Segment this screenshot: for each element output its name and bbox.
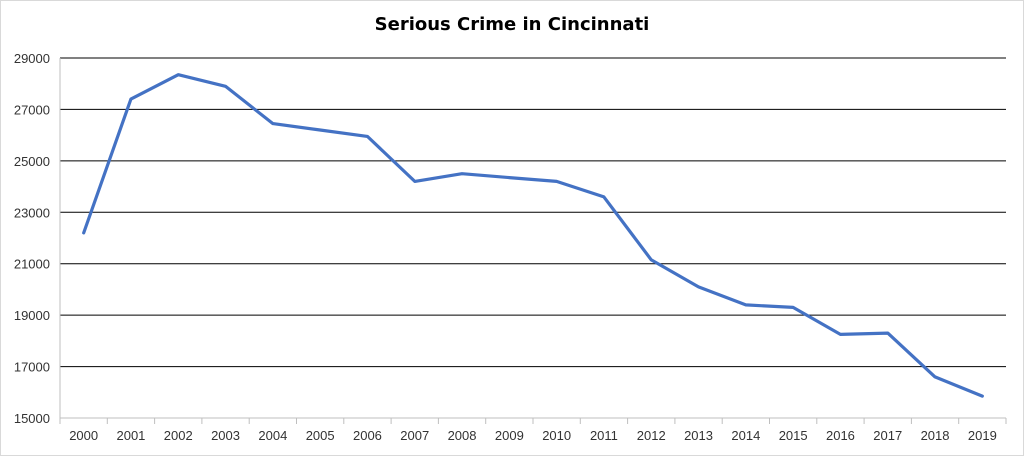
data-point (271, 122, 275, 125)
gridlines (60, 57, 1006, 368)
x-tick-label: 2005 (306, 428, 335, 443)
x-tick-label: 2013 (684, 428, 713, 443)
data-point (82, 231, 85, 235)
x-tick-label: 2010 (542, 428, 571, 443)
x-tick-label: 2008 (448, 428, 477, 443)
data-point (791, 306, 795, 309)
y-tick-label: 29000 (14, 51, 50, 66)
x-tick-label: 2018 (921, 428, 950, 443)
data-point (886, 331, 889, 335)
x-tick-label: 2004 (258, 428, 287, 443)
data-point (744, 303, 748, 307)
data-point (224, 85, 227, 88)
data-point (839, 333, 842, 336)
x-tick-label: 2012 (637, 428, 666, 443)
chart-title: Serious Crime in Cincinnati (374, 14, 650, 35)
series-line (82, 73, 984, 398)
data-point (697, 285, 700, 289)
x-tick-label: 2015 (779, 428, 808, 443)
data-point (318, 128, 322, 132)
axes (59, 58, 1007, 424)
x-tick-label: 2003 (211, 428, 240, 443)
x-tick-labels: 2000 2001 2002 2003 2004 2005 2006 2007 2008 2009… (69, 428, 997, 443)
data-point (981, 394, 984, 398)
y-tick-label: 23000 (14, 205, 50, 220)
data-point (602, 195, 606, 199)
data-point (129, 97, 133, 101)
data-point (366, 135, 369, 138)
series-group (82, 73, 984, 398)
x-tick-label: 2007 (400, 428, 429, 443)
y-tick-label: 15000 (14, 411, 50, 426)
data-point (555, 180, 558, 183)
data-point (508, 176, 511, 179)
y-tick-label: 19000 (14, 308, 50, 323)
x-tick-label: 2009 (495, 428, 524, 443)
y-tick-label: 21000 (14, 257, 50, 272)
x-tick-label: 2014 (731, 428, 760, 443)
x-tick-label: 2019 (968, 428, 997, 443)
data-point (933, 375, 937, 379)
data-point (177, 73, 180, 76)
y-tick-label: 25000 (14, 154, 50, 169)
x-tick-label: 2001 (116, 428, 145, 443)
y-tick-label: 17000 (14, 360, 50, 375)
x-tick-label: 2000 (69, 428, 98, 443)
x-tick-label: 2017 (873, 428, 902, 443)
x-tick-label: 2006 (353, 428, 382, 443)
data-point (460, 172, 464, 175)
data-point (650, 258, 653, 262)
x-tick-label: 2002 (164, 428, 193, 443)
y-tick-labels: 15000 17000 19000 21000 23000 25000 27000 29000 (14, 51, 50, 426)
data-point (413, 180, 416, 183)
x-tick-label: 2016 (826, 428, 855, 443)
x-tick-label: 2011 (590, 428, 618, 443)
y-tick-label: 27000 (14, 102, 50, 117)
